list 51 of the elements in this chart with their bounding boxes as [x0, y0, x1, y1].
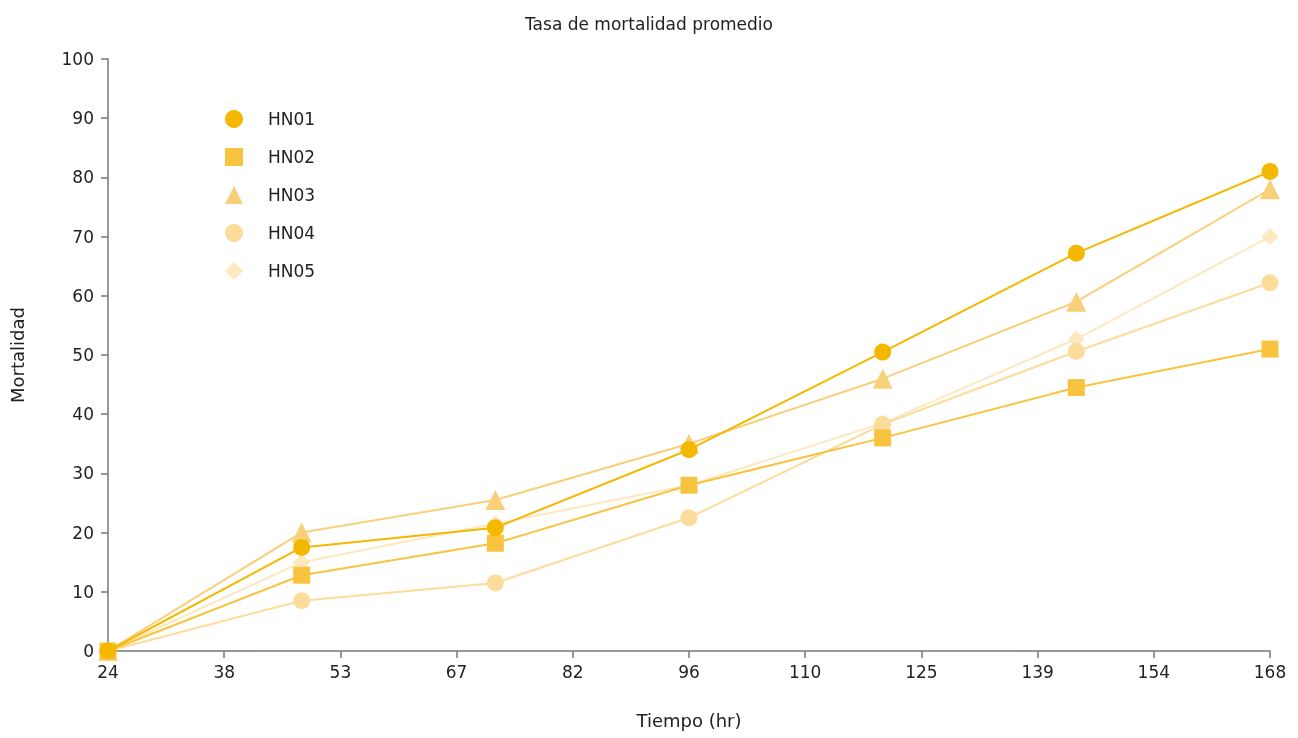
- y-tick-label: 100: [61, 49, 94, 69]
- legend-label: HN05: [268, 261, 316, 281]
- y-tick-label: 70: [72, 226, 94, 247]
- x-tick-label: 96: [678, 661, 700, 682]
- x-tick-label: 53: [329, 661, 352, 682]
- x-tick-label: 139: [1021, 661, 1054, 682]
- legend-label: HN02: [268, 147, 316, 167]
- x-tick-label: 154: [1137, 661, 1171, 682]
- legend-label: HN01: [268, 109, 316, 129]
- y-tick-label: 60: [72, 285, 94, 306]
- point: [1261, 274, 1279, 292]
- x-tick-label: 168: [1253, 661, 1287, 682]
- x-tick-label: 125: [905, 661, 938, 682]
- legend-label: HN03: [268, 185, 316, 205]
- y-tick-label: 30: [72, 463, 94, 484]
- x-tick-label: 110: [788, 661, 822, 682]
- point: [1066, 291, 1087, 312]
- point: [1261, 228, 1279, 246]
- point: [680, 509, 698, 527]
- point: [293, 592, 311, 610]
- point: [293, 538, 311, 556]
- legend-label: HN04: [268, 223, 316, 243]
- y-tick-label: 20: [72, 522, 94, 543]
- point: [680, 441, 698, 459]
- chart-title: Tasa de mortalidad promedio: [524, 13, 773, 34]
- x-tick-label: 67: [445, 661, 468, 682]
- point: [485, 490, 506, 511]
- point: [1261, 162, 1279, 180]
- y-tick-label: 10: [72, 581, 94, 602]
- point: [1261, 340, 1279, 358]
- point: [872, 368, 893, 389]
- point: [486, 574, 504, 592]
- point: [874, 343, 892, 361]
- point: [874, 429, 892, 447]
- y-tick-label: 0: [83, 641, 94, 661]
- y-tick-label: 80: [72, 167, 94, 188]
- y-axis-title: Mortalidad: [6, 307, 28, 403]
- point: [1067, 379, 1085, 397]
- point: [486, 519, 504, 537]
- point: [1260, 179, 1280, 200]
- x-tick-label: 38: [213, 661, 236, 682]
- y-tick-label: 50: [72, 345, 94, 365]
- y-tick-label: 90: [72, 108, 94, 129]
- point: [1067, 342, 1085, 360]
- point: [1067, 244, 1085, 262]
- x-axis-title: Tiempo (hr): [635, 709, 742, 731]
- x-tick-label: 24: [97, 661, 119, 682]
- point: [293, 566, 311, 584]
- point: [486, 534, 504, 552]
- y-tick-label: 40: [72, 404, 94, 425]
- x-tick-label: 82: [561, 661, 584, 682]
